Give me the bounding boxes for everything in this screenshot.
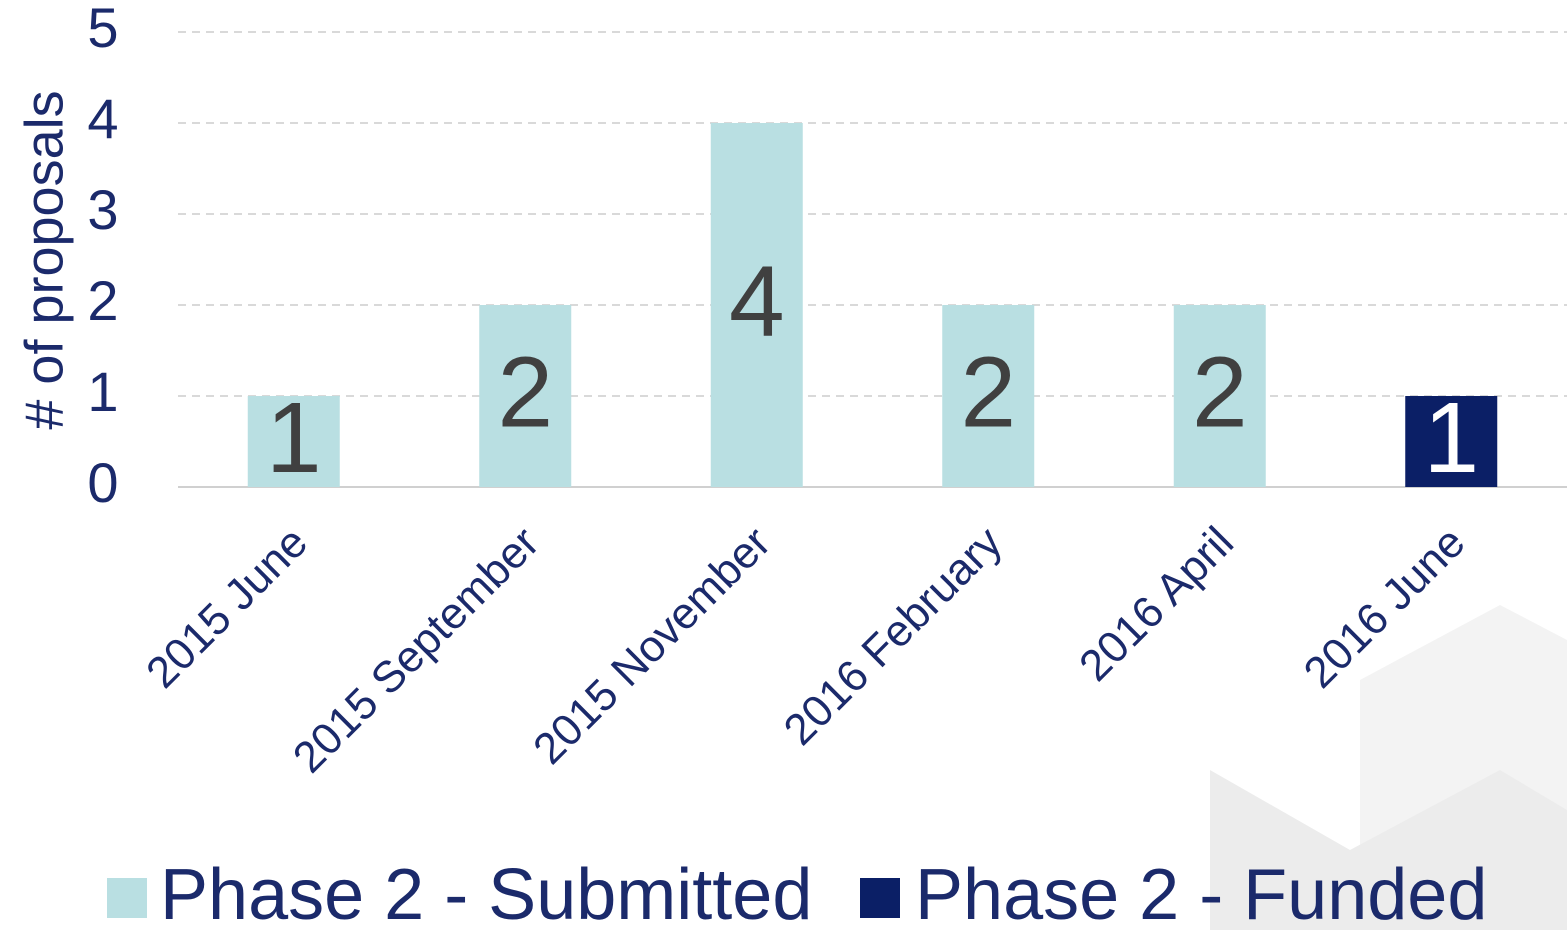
bar — [710, 123, 803, 487]
y-tick-label: 2 — [87, 269, 118, 332]
y-tick-label: 5 — [87, 0, 118, 59]
x-tick-label: 2016 February — [775, 518, 1012, 755]
bar — [1405, 396, 1498, 487]
x-tick-label: 2015 September — [284, 518, 549, 783]
x-tick-label: 2015 June — [137, 518, 317, 698]
data-label: 2 — [1192, 336, 1248, 448]
y-axis-label: # of proposals — [14, 90, 74, 429]
bar — [942, 305, 1035, 487]
y-tick-label: 4 — [87, 87, 118, 150]
legend-swatch — [107, 878, 147, 918]
data-label: 2 — [960, 336, 1016, 448]
bar — [247, 396, 340, 487]
y-tick-label: 0 — [87, 451, 118, 514]
watermark — [1210, 605, 1567, 930]
legend-label: Phase 2 - Funded — [915, 855, 1487, 930]
legend-swatch — [860, 878, 900, 918]
data-label: 4 — [729, 245, 785, 357]
y-tick-label: 1 — [87, 360, 118, 423]
x-tick-label: 2015 November — [524, 518, 780, 774]
y-tick-label: 3 — [87, 178, 118, 241]
legend-label: Phase 2 - Submitted — [160, 855, 812, 930]
data-label: 1 — [1423, 382, 1479, 494]
bar — [1173, 305, 1266, 487]
data-label: 2 — [497, 336, 553, 448]
data-label: 1 — [266, 382, 322, 494]
x-tick-label: 2016 April — [1070, 518, 1243, 691]
bar — [479, 305, 572, 487]
